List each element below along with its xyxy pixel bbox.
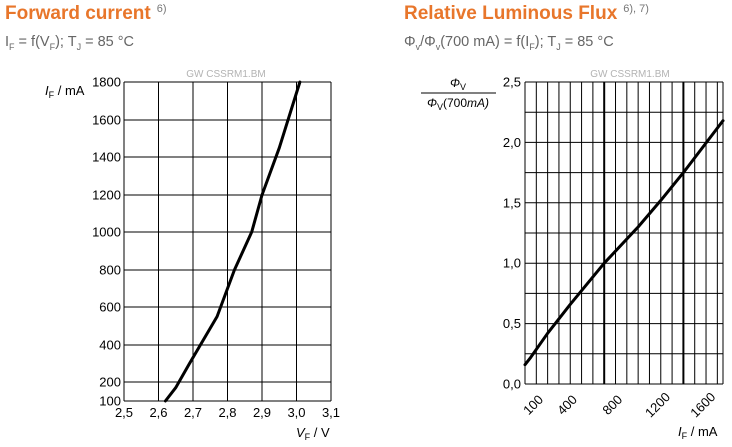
- forward-current-grid: [123, 81, 332, 402]
- denominator-text: (700: [443, 96, 467, 110]
- formula-part: /Φ: [420, 34, 436, 50]
- y-tick-label: 1000: [92, 225, 121, 240]
- x-tick-label: 100: [520, 392, 546, 418]
- fraction-numerator: ΦV: [450, 76, 466, 92]
- formula-part: = f(V: [14, 34, 50, 50]
- denominator-unit: mA): [467, 96, 489, 110]
- relative-flux-grid: [524, 81, 724, 385]
- y-tick-label: 1600: [92, 113, 121, 128]
- y-axis-label-unit: / mA: [54, 83, 85, 98]
- x-axis-label-symbol: I: [678, 424, 682, 439]
- forward-current-series-line: [163, 80, 302, 403]
- chart-title-relative-flux: Relative Luminous Flux 6), 7): [404, 3, 649, 25]
- fraction-denominator: ΦV(700mA): [427, 96, 489, 112]
- y-tick-label: 600: [99, 300, 121, 315]
- x-tick-label: 2,7: [184, 405, 202, 420]
- formula-part: Φ: [404, 34, 416, 50]
- x-tick-label: 2,9: [253, 405, 271, 420]
- x-tick-label: 2,5: [115, 405, 133, 420]
- y-axis-label-symbol: I: [45, 83, 49, 98]
- y-tick-label: 1800: [92, 75, 121, 90]
- formula-sub: F: [529, 41, 535, 52]
- forward-current-x-ticks: 2,5 2,6 2,7 2,8 2,9 3,0 3,1: [115, 405, 340, 420]
- relative-flux-series-line: [523, 119, 725, 367]
- formula-sub: F: [9, 41, 15, 52]
- title-reference: 6), 7): [623, 3, 649, 15]
- title-reference: 6): [156, 3, 167, 15]
- formula-part: ); T: [55, 34, 77, 50]
- forward-current-y-ticks: 100 200 400 600 800 1000 1200 1400 1600 1800: [92, 75, 121, 409]
- relative-flux-x-ticks: 100 400 800 1200 1600: [520, 389, 718, 420]
- x-axis-label-sub: F: [682, 431, 688, 441]
- y-tick-label: 1400: [92, 150, 121, 165]
- formula-part: I: [5, 34, 10, 50]
- y-axis-label-fraction: ΦV ΦV(700mA): [421, 76, 496, 112]
- x-axis-label-sub: F: [305, 432, 311, 442]
- formula-part: = 85 °C: [560, 34, 614, 50]
- y-tick-label: 800: [99, 263, 121, 278]
- numerator-symbol: Φ: [450, 76, 460, 90]
- y-axis-label: IF / mA: [45, 83, 85, 100]
- x-tick-label: 1200: [642, 389, 673, 420]
- formula-part: (700 mA) = f(I: [440, 34, 530, 50]
- x-axis-label: VF / V: [296, 425, 330, 442]
- x-tick-label: 1600: [687, 389, 718, 420]
- x-tick-label: 3,0: [287, 405, 305, 420]
- title-text: Relative Luminous Flux: [404, 3, 618, 24]
- x-tick-label: 2,8: [218, 405, 236, 420]
- formula-sub: J: [556, 41, 561, 52]
- y-tick-label: 0,0: [503, 377, 521, 392]
- x-tick-label: 400: [554, 392, 580, 418]
- formula-part: = 85 °C: [81, 34, 135, 50]
- x-axis-label-unit: / mA: [687, 424, 718, 439]
- title-text: Forward current: [5, 3, 151, 24]
- y-tick-label: 100: [99, 394, 121, 409]
- chart-formula-forward-current: IF = f(VF); TJ = 85 °C: [5, 34, 134, 52]
- x-axis-label: IF / mA: [678, 424, 718, 441]
- formula-sub: F: [49, 41, 56, 52]
- relative-flux-y-ticks: 0,0 0,5 1,0 1,5 2,0 2,5: [503, 75, 521, 392]
- x-axis-label-unit: / V: [310, 425, 330, 440]
- x-tick-label: 800: [599, 392, 625, 418]
- formula-sub: v: [415, 41, 421, 52]
- formula-sub: J: [76, 41, 82, 52]
- formula-part: ); T: [534, 34, 557, 50]
- y-tick-label: 200: [99, 375, 121, 390]
- denominator-sub: V: [437, 102, 443, 112]
- y-tick-label: 2,0: [503, 135, 521, 150]
- chart-title-forward-current: Forward current 6): [5, 3, 166, 25]
- y-tick-label: 1200: [92, 188, 121, 203]
- x-tick-label: 3,1: [322, 405, 340, 420]
- chart-formula-relative-flux: Φv/Φv(700 mA) = f(IF); TJ = 85 °C: [404, 34, 614, 52]
- y-tick-label: 400: [99, 338, 121, 353]
- x-tick-label: 2,6: [149, 405, 167, 420]
- y-tick-label: 2,5: [503, 75, 521, 90]
- x-axis-label-symbol: V: [296, 425, 306, 440]
- formula-sub: v: [435, 41, 441, 52]
- numerator-sub: V: [460, 82, 466, 92]
- y-tick-label: 1,5: [503, 195, 521, 210]
- watermark: GW CSSRM1.BM: [186, 69, 265, 80]
- denominator-symbol: Φ: [427, 96, 437, 110]
- y-axis-label-sub: F: [49, 90, 55, 100]
- y-tick-label: 1,0: [503, 256, 521, 271]
- y-tick-label: 0,5: [503, 316, 521, 331]
- watermark: GW CSSRM1.BM: [590, 69, 669, 80]
